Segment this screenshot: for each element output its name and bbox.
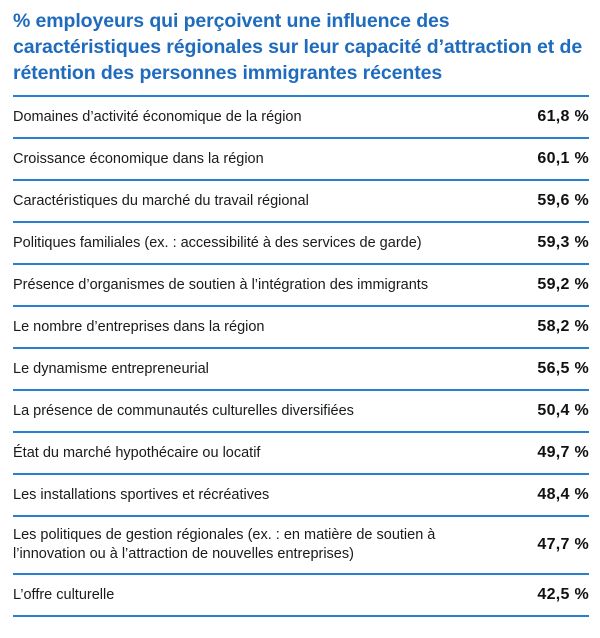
row-value: 60,1 %: [537, 150, 589, 167]
table-row: Politiques familiales (ex. : accessibili…: [13, 223, 589, 265]
row-value: 58,2 %: [537, 318, 589, 335]
row-value: 56,5 %: [537, 360, 589, 377]
row-value: 61,8 %: [537, 108, 589, 125]
row-label: État du marché hypothécaire ou locatif: [13, 444, 261, 461]
row-value: 48,4 %: [537, 486, 589, 503]
row-label: L’offre culturelle: [13, 586, 115, 603]
row-value: 50,4 %: [537, 402, 589, 419]
table-row: Le dynamisme entrepreneurial 56,5 %: [13, 349, 589, 391]
table-row: Domaines d’activité économique de la rég…: [13, 97, 589, 139]
row-label: Domaines d’activité économique de la rég…: [13, 108, 302, 125]
row-value: 42,5 %: [537, 586, 589, 603]
row-value: 49,7 %: [537, 444, 589, 461]
row-label: La présence de communautés culturelles d…: [13, 402, 354, 419]
row-value: 59,3 %: [537, 234, 589, 251]
data-table: Domaines d’activité économique de la rég…: [13, 95, 589, 617]
table-row: Présence d’organismes de soutien à l’int…: [13, 265, 589, 307]
table-row: Les politiques de gestion régionales (ex…: [13, 517, 589, 575]
row-label: Le dynamisme entrepreneurial: [13, 360, 209, 377]
row-value: 47,7 %: [537, 536, 589, 553]
table-row: Croissance économique dans la région 60,1…: [13, 139, 589, 181]
table-row: L’offre culturelle 42,5 %: [13, 575, 589, 617]
table-row: État du marché hypothécaire ou locatif 49…: [13, 433, 589, 475]
row-label: Croissance économique dans la région: [13, 150, 264, 167]
table-row: La présence de communautés culturelles d…: [13, 391, 589, 433]
row-label: Les politiques de gestion régionales (ex…: [13, 527, 436, 562]
chart-title: % employeurs qui perçoivent une influenc…: [13, 10, 583, 84]
table-row: Caractéristiques du marché du travail ré…: [13, 181, 589, 223]
row-value: 59,6 %: [537, 192, 589, 209]
row-label: Le nombre d’entreprises dans la région: [13, 318, 265, 335]
row-label: Présence d’organismes de soutien à l’int…: [13, 276, 429, 293]
table-row: Le nombre d’entreprises dans la région 58…: [13, 307, 589, 349]
row-value: 59,2 %: [537, 276, 589, 293]
row-label: Caractéristiques du marché du travail ré…: [13, 192, 309, 209]
table-row: Les installations sportives et récréativ…: [13, 475, 589, 517]
row-label: Les installations sportives et récréativ…: [13, 486, 270, 503]
row-label: Politiques familiales (ex. : accessibili…: [13, 234, 422, 251]
